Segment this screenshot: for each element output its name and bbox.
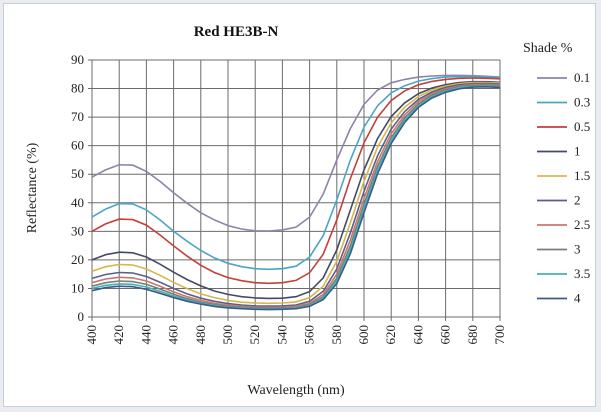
x-tick-label: 500 xyxy=(220,325,235,345)
series-line-2 xyxy=(91,82,501,307)
y-tick-label: 20 xyxy=(71,252,84,267)
x-tick-label: 640 xyxy=(410,325,425,345)
y-tick-label: 0 xyxy=(78,309,85,324)
x-tick-label: 560 xyxy=(302,325,317,345)
chart-title: Red HE3B-N xyxy=(194,24,279,40)
x-tick-label: 580 xyxy=(329,325,344,345)
x-tick-label: 680 xyxy=(465,325,480,345)
x-tick-label: 440 xyxy=(138,325,153,345)
legend-label: 4 xyxy=(574,291,581,306)
legend-label: 0.1 xyxy=(574,70,590,85)
series-line-1.5 xyxy=(91,81,501,305)
y-axis-label: Reflectance (%) xyxy=(25,142,40,233)
y-tick-label: 80 xyxy=(71,81,84,96)
chart-frame: Red HE3B-N 400 420 440 460 480 500 520 540 560 58… xyxy=(3,3,596,407)
y-tick-label: 40 xyxy=(71,195,84,210)
series-line-3 xyxy=(91,84,501,310)
y-tick-label: 90 xyxy=(71,52,84,67)
x-tick-label: 480 xyxy=(193,325,208,345)
legend-label: 2 xyxy=(574,193,581,208)
legend-label: 3.5 xyxy=(574,266,590,281)
x-tick-label: 540 xyxy=(274,325,289,345)
series-line-4 xyxy=(91,85,501,311)
x-tick-label: 400 xyxy=(84,325,99,345)
legend-label: 0.5 xyxy=(574,119,590,134)
x-tick-label: 660 xyxy=(438,325,453,345)
y-tick-label: 60 xyxy=(71,138,84,153)
reflectance-chart: Red HE3B-N 400 420 440 460 480 500 520 540 560 58… xyxy=(25,24,590,398)
series-line-1 xyxy=(91,80,501,300)
legend-label: 0.3 xyxy=(574,95,590,110)
tick-labels: 400 420 440 460 480 500 520 540 560 580 600 620 640 6… xyxy=(71,52,507,345)
legend-label: 1.5 xyxy=(574,168,590,183)
legend-label: 3 xyxy=(574,242,581,257)
x-tick-label: 600 xyxy=(356,325,371,345)
series-line-2.5 xyxy=(91,83,501,309)
series-line-0.5 xyxy=(91,77,501,285)
legend-title: Shade % xyxy=(523,41,573,56)
legend-label: 1 xyxy=(574,144,581,159)
x-tick-label: 460 xyxy=(166,325,181,345)
legend-label: 2.5 xyxy=(574,217,590,232)
series-line-3.5 xyxy=(91,85,501,310)
series-line-0.1 xyxy=(91,74,501,232)
legend: 0.1 0.3 0.5 1 1.5 2 2.5 3 3.5 4 xyxy=(537,70,590,306)
y-tick-label: 10 xyxy=(71,280,84,295)
y-tick-label: 50 xyxy=(71,166,84,181)
y-tick-label: 70 xyxy=(71,109,84,124)
x-tick-label: 420 xyxy=(111,325,126,345)
x-axis-label: Wavelength (nm) xyxy=(247,383,345,398)
y-tick-label: 30 xyxy=(71,223,84,238)
x-tick-label: 620 xyxy=(383,325,398,345)
grid xyxy=(88,59,501,321)
series-line-0.3 xyxy=(91,75,501,271)
x-tick-label: 520 xyxy=(247,325,262,345)
series-lines xyxy=(91,74,501,311)
x-tick-label: 700 xyxy=(492,325,507,345)
